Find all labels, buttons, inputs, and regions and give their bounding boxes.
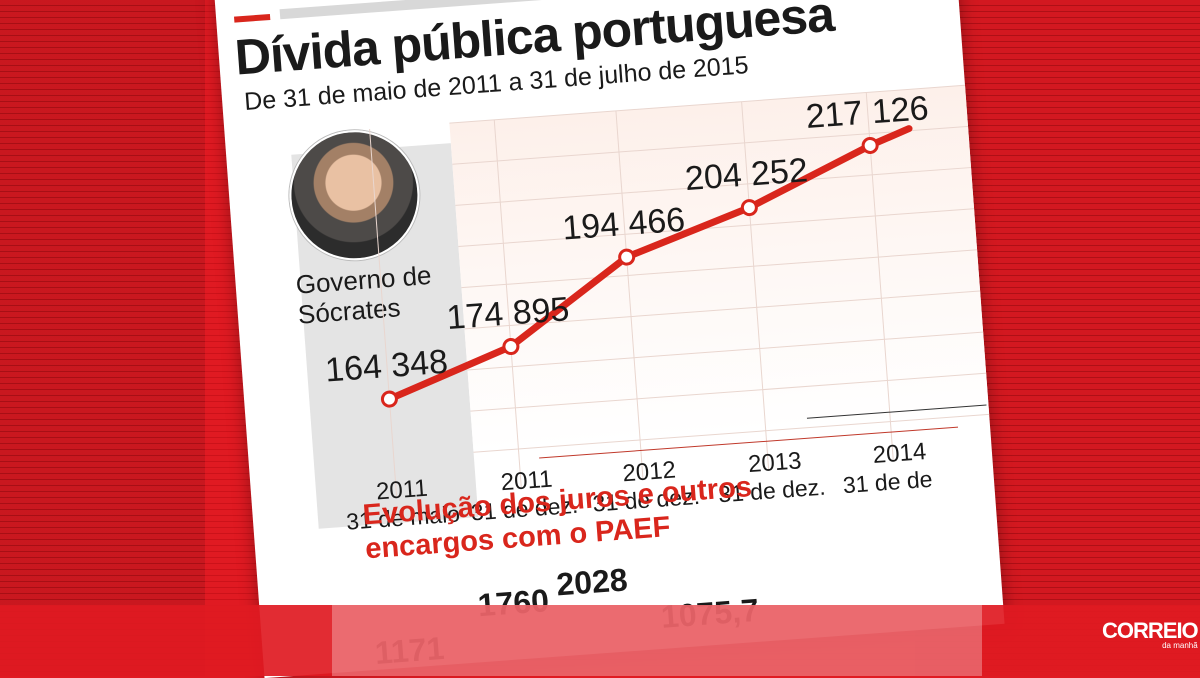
value-label: 194 466 (561, 201, 686, 248)
grid-line (470, 372, 990, 412)
value-label: 217 126 (805, 89, 930, 136)
grid-line (464, 290, 984, 330)
value-label: 174 895 (445, 290, 570, 337)
brand-logo[interactable]: CORREIO da manhã (1102, 618, 1199, 650)
grid-line (455, 166, 975, 206)
bottom-overlay-band (0, 605, 1200, 676)
x-year-label: 2011 (500, 466, 553, 497)
debt-series-line (385, 125, 913, 403)
x-year-label: 2014 (872, 438, 927, 469)
background-left-panel (0, 0, 205, 676)
grid-line (458, 207, 978, 248)
data-point (618, 248, 636, 266)
value-label: 204 252 (684, 151, 809, 198)
newspaper-clipping: Dívida pública portuguesa De 31 de maio … (214, 0, 1005, 678)
grid-line (452, 125, 972, 165)
grid-line (615, 110, 644, 480)
grid-line (467, 331, 987, 371)
grid-line (449, 84, 969, 124)
grid-line (493, 119, 522, 489)
grid-line (741, 101, 770, 471)
x-date-label: 31 de de (842, 466, 933, 498)
data-point (380, 390, 398, 408)
data-point (740, 199, 758, 217)
brand-logo-subtitle: da manhã (1162, 641, 1198, 650)
value-label: 164 348 (324, 343, 449, 390)
brand-logo-text: CORREIO (1102, 618, 1199, 643)
x-year-label: 2013 (747, 447, 802, 478)
grid-line (461, 249, 981, 289)
grid-line (865, 92, 894, 462)
grid-line (473, 413, 993, 453)
chart-grid (369, 84, 993, 499)
overlay-highlight (332, 605, 982, 676)
data-point (861, 136, 879, 154)
x-year-label: 2012 (622, 457, 677, 488)
data-points (380, 136, 879, 408)
x-year-label: 2011 (375, 475, 428, 506)
grid-line (369, 128, 398, 499)
data-point (502, 338, 520, 356)
sub-value-3: 2028 (555, 561, 629, 603)
